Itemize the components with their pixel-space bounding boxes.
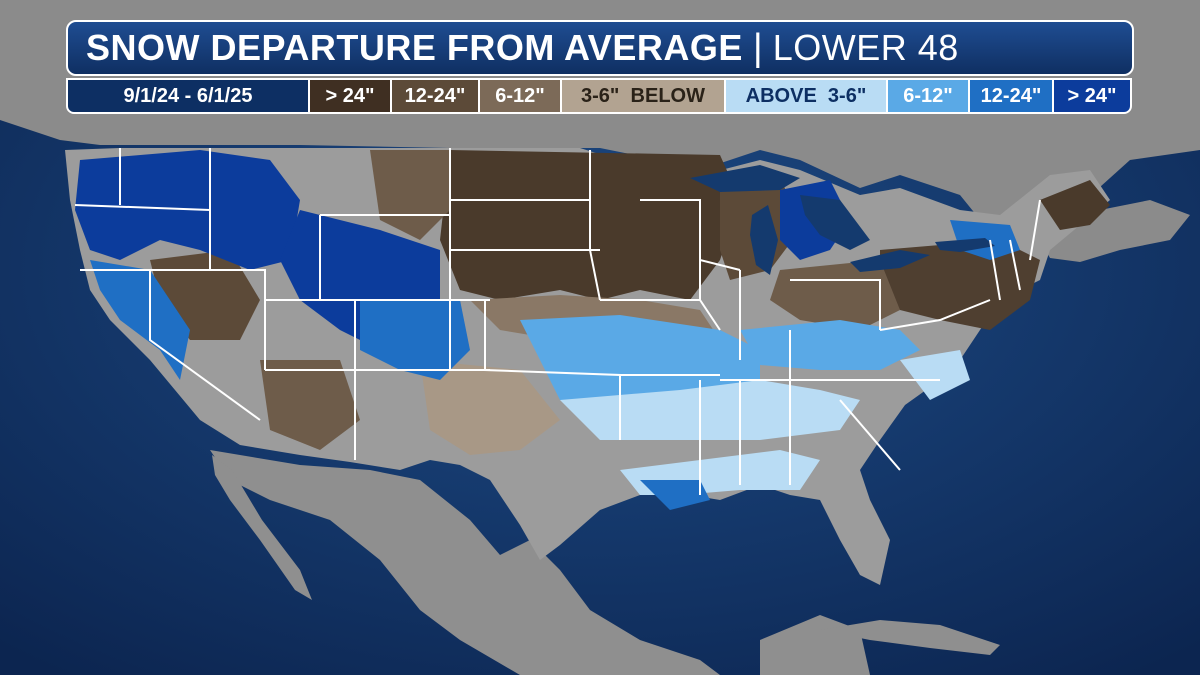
legend-below-12-24: 12-24" (392, 80, 478, 112)
region-label: LOWER 48 (772, 27, 959, 68)
legend-bar: 9/1/24 - 6/1/25 > 24" 12-24" 6-12" 3-6" … (66, 78, 1132, 114)
date-range: 9/1/24 - 6/1/25 (68, 80, 308, 112)
legend-below-3-6: 3-6" BELOW (562, 80, 724, 112)
title-bar: SNOW DEPARTURE FROM AVERAGE | LOWER 48 (66, 20, 1134, 76)
title-separator: | (752, 26, 763, 69)
maritime-land (1040, 200, 1190, 262)
above-label: ABOVE (745, 84, 817, 107)
mexico-landmass (210, 450, 720, 675)
legend-above-6-12: 6-12" (888, 80, 968, 112)
legend-above-12-24: 12-24" (970, 80, 1052, 112)
below-label: BELOW (630, 84, 705, 107)
legend-above-24-plus: > 24" (1054, 80, 1130, 112)
legend-above-3-6: ABOVE 3-6" (726, 80, 886, 112)
great-lakes (690, 165, 995, 275)
state-borders (74, 148, 1041, 495)
cuba (820, 620, 1000, 655)
legend-below-6-12: 6-12" (480, 80, 560, 112)
legend-below-24-plus: > 24" (310, 80, 390, 112)
baja-peninsula (212, 455, 312, 600)
map-title: SNOW DEPARTURE FROM AVERAGE (86, 27, 743, 68)
map-header: SNOW DEPARTURE FROM AVERAGE | LOWER 48 9… (66, 20, 1134, 116)
